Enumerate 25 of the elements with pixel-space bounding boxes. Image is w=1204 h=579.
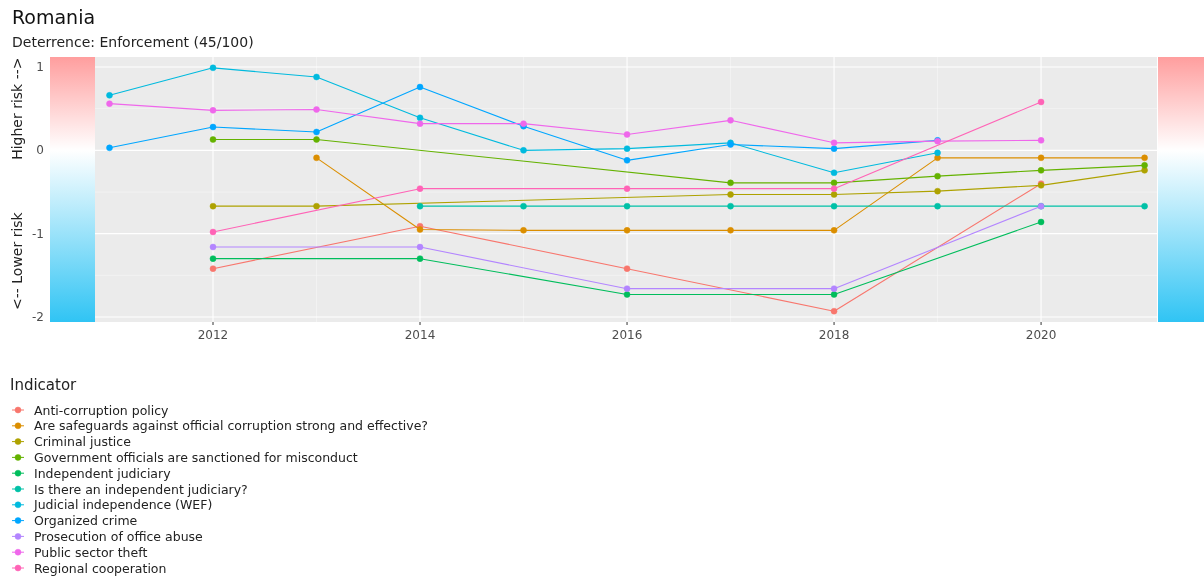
- y-tick-label: -2: [32, 310, 44, 324]
- legend-label: Are safeguards against official corruption strong and effective?: [34, 418, 428, 434]
- text: Higher risk -->: [9, 57, 25, 160]
- x-tick-label: 2016: [611, 328, 643, 342]
- legend-label: Prosecution of office abuse: [34, 528, 204, 544]
- legend-label: Anti-corruption policy: [34, 402, 170, 418]
- y-tick-label: 1: [36, 60, 44, 74]
- legend-label: Independent judiciary: [34, 465, 172, 481]
- chart-title: Romania: [12, 6, 96, 28]
- legend-label: Criminal justice: [34, 434, 132, 450]
- y-tick-label: -1: [32, 226, 44, 241]
- x-tick-label: 2014: [404, 328, 436, 342]
- text: <-- Lower risk: [9, 211, 25, 311]
- legend-label: Regional cooperation: [34, 560, 167, 576]
- legend-label: Government officials are sanctioned for misconduct: [34, 449, 358, 465]
- legend-label: Public sector theft: [34, 544, 148, 560]
- x-tick-label: 2012: [197, 328, 229, 342]
- x-tick-label: 2020: [1025, 328, 1057, 342]
- legend-label: Is there an independent judiciary?: [34, 481, 248, 497]
- chart-subtitle: Deterrence: Enforcement (45/100): [12, 34, 254, 50]
- x-tick-label: 2018: [818, 328, 850, 342]
- legend-label: Judicial independence (WEF): [33, 497, 213, 513]
- legend-label: Organized crime: [34, 513, 138, 529]
- legend-title: Indicator: [10, 376, 78, 394]
- y-tick-label: 0: [36, 143, 44, 158]
